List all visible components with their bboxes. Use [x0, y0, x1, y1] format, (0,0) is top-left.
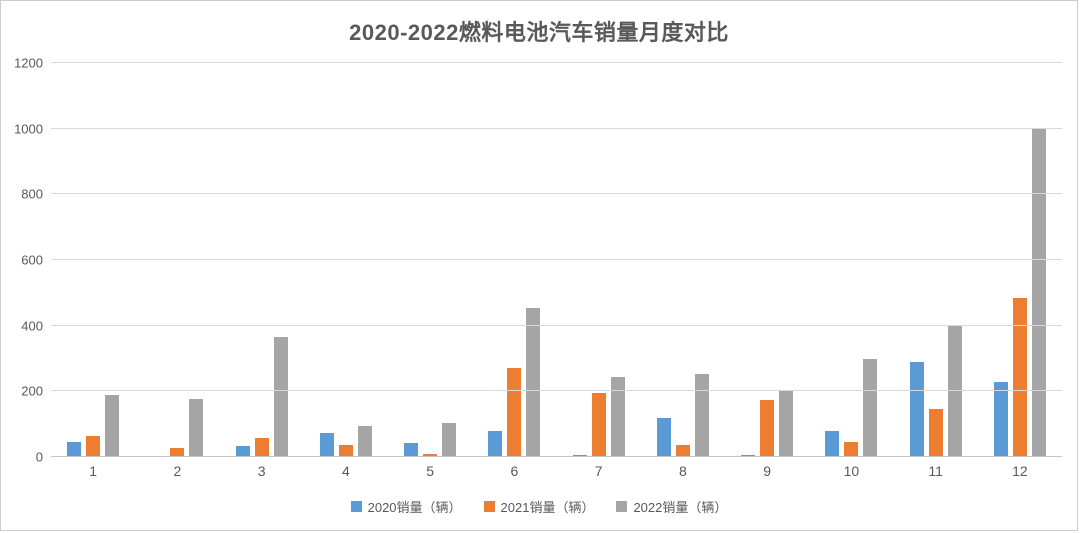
bar — [591, 392, 606, 457]
legend-label: 2020销量（辆） — [367, 500, 462, 515]
bar — [189, 398, 204, 457]
bar — [105, 394, 120, 457]
x-tick-label: 3 — [257, 463, 266, 479]
gridline — [51, 259, 1062, 260]
legend-label: 2021销量（辆） — [500, 500, 595, 515]
y-tick-label: 0 — [35, 449, 43, 465]
x-tick-label: 2 — [173, 463, 182, 479]
bar — [442, 423, 457, 457]
x-tick-label: 8 — [678, 463, 687, 479]
bar — [357, 426, 372, 457]
y-tick-label: 400 — [21, 318, 43, 334]
y-axis: 0 200 400 600 800 1000 1200 — [1, 56, 43, 465]
bar — [86, 436, 101, 457]
bar — [319, 433, 334, 457]
y-tick-label: 600 — [21, 252, 43, 268]
bar — [254, 437, 269, 457]
bar-group — [220, 63, 304, 457]
bar — [507, 368, 522, 457]
bar — [67, 442, 82, 457]
bar — [1012, 297, 1027, 457]
legend-item: 2021销量（辆） — [483, 497, 595, 516]
bar — [825, 430, 840, 457]
bar — [863, 358, 878, 457]
x-axis-line — [51, 456, 1062, 457]
y-tick-label: 200 — [21, 383, 43, 399]
bar — [423, 453, 438, 457]
x-axis: 1 2 3 4 5 6 7 8 9 10 11 12 — [51, 463, 1062, 479]
bar — [235, 445, 250, 457]
bar-group — [557, 63, 641, 457]
bar-group — [894, 63, 978, 457]
legend-item: 2022销量（辆） — [616, 497, 727, 516]
legend: 2020销量（辆） 2021销量（辆） 2022销量（辆） — [1, 497, 1077, 516]
bar — [1031, 128, 1046, 457]
x-tick-label: 4 — [341, 463, 350, 479]
x-tick-label: 11 — [928, 463, 943, 479]
bar — [779, 391, 794, 457]
bar — [610, 376, 625, 457]
gridline — [51, 193, 1062, 195]
bar — [338, 444, 353, 457]
legend-item: 2020销量（辆） — [350, 497, 462, 516]
x-tick-label: 9 — [763, 463, 772, 479]
x-tick-label: 6 — [510, 463, 519, 479]
legend-label: 2022销量（辆） — [633, 500, 728, 515]
bar-group — [641, 63, 725, 457]
bar-group — [978, 63, 1062, 457]
chart-title: 2020-2022燃料电池汽车销量月度对比 — [349, 20, 729, 45]
bar-group — [809, 63, 893, 457]
plot-area — [51, 62, 1062, 457]
bar-group — [135, 63, 219, 457]
x-tick-label: 7 — [594, 463, 603, 479]
gridline — [51, 62, 1062, 63]
gridline — [51, 324, 1062, 326]
x-tick-label: 12 — [1012, 463, 1028, 479]
bar — [760, 400, 775, 457]
bar — [488, 430, 503, 457]
bar-group — [725, 63, 809, 457]
x-tick-label: 1 — [89, 463, 98, 479]
bar — [844, 441, 859, 457]
legend-swatch-icon — [616, 501, 628, 512]
bar — [675, 444, 690, 457]
x-tick-label: 5 — [426, 463, 435, 479]
legend-swatch-icon — [483, 501, 495, 512]
bar-group — [51, 63, 135, 457]
bar — [526, 308, 541, 457]
bar — [404, 442, 419, 457]
x-tick-label: 10 — [843, 463, 860, 479]
bar — [928, 409, 943, 457]
bar — [656, 417, 671, 457]
bar — [273, 337, 288, 457]
bar-group — [472, 63, 556, 457]
legend-swatch-icon — [350, 501, 362, 512]
y-tick-label: 800 — [21, 186, 43, 202]
bar-group — [304, 63, 388, 457]
gridline — [51, 390, 1062, 392]
bar-groups — [51, 63, 1062, 457]
y-tick-label: 1200 — [14, 55, 43, 71]
y-tick-label: 1000 — [14, 121, 43, 137]
bar-group — [388, 63, 472, 457]
bar — [694, 373, 709, 457]
bar — [170, 447, 185, 457]
bar — [993, 382, 1008, 457]
bar — [909, 361, 924, 457]
gridline — [51, 127, 1062, 129]
